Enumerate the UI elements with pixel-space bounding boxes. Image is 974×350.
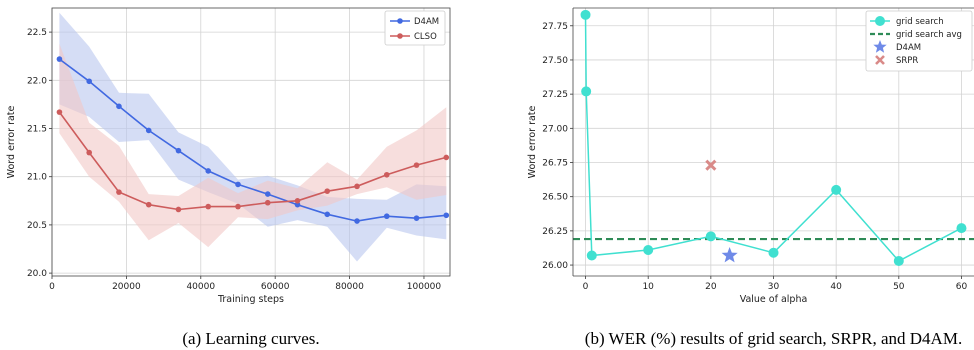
grid-search-point [893,255,904,266]
data-point-clso [383,171,390,178]
y-axis-label: Word error rate [6,105,17,178]
legend-label: CLSO [414,32,437,42]
x-tick-label: 60 [956,282,968,292]
x-tick-label: 100000 [407,282,442,292]
data-point-d4am [56,56,63,62]
data-point-d4am [205,168,212,174]
x-tick-label: 80000 [335,282,364,292]
legend-marker-grid-search [875,16,885,26]
y-tick-label: 26.75 [542,159,568,169]
grid-search-point [580,9,591,20]
x-axis-label: Value of alpha [740,294,808,305]
plot-frame [51,7,451,277]
grid-search-point [586,250,597,261]
data-point-clso [86,149,92,156]
y-tick-label: 20.5 [27,221,47,231]
d4am-star-marker [721,247,738,263]
legend-marker-d4am [873,40,887,53]
data-point-clso [175,206,182,213]
data-point-d4am [116,103,122,110]
data-point-d4am [264,191,271,197]
series-line-d4am [58,58,447,222]
x-tick-label: 0 [49,282,55,292]
data-point-clso [116,189,122,195]
data-point-clso [443,154,450,161]
x-tick-label: 40 [830,282,842,292]
legend-label: D4AM [414,17,439,27]
y-tick-label: 20.0 [27,269,47,279]
series-line-clso [58,111,447,211]
x-tick-label: 50 [893,282,905,292]
data-point-d4am [294,201,301,208]
y-tick-label: 21.0 [27,173,47,183]
y-tick-label: 26.00 [542,261,568,271]
y-tick-label: 26.25 [542,227,568,237]
data-point-d4am [145,127,152,134]
legend-label: SRPR [896,56,918,66]
data-point-d4am [235,181,241,188]
y-tick-label: 27.75 [542,22,568,32]
figure-caption: (b) WER (%) results of grid search, SRPR… [585,329,962,348]
chart-learning-curves: 0 20000 40000 60000 80000 100000 20.0 20.5 21.0 2… [6,7,451,348]
data-point-d4am [175,147,182,154]
grid-search-point [581,86,592,97]
grid-search-point [768,247,779,258]
x-tick-label: 0 [583,282,589,292]
legend-marker-d4am [397,18,403,24]
y-tick-label: 21.5 [27,125,47,135]
data-point-clso [235,203,241,210]
srpr-x-marker [705,159,717,171]
figure-caption: (a) Learning curves. [182,329,319,348]
grid-search-point [705,231,716,242]
legend: grid search grid search avg D4AM SRPR [865,10,973,72]
data-point-clso [145,201,152,208]
data-point-d4am [86,78,92,85]
data-point-d4am [354,218,360,224]
legend-marker-clso [397,33,403,39]
x-tick-label: 60000 [261,282,290,292]
data-point-d4am [324,211,331,218]
y-tick-label: 27.50 [542,56,568,66]
grid-search-point [643,245,654,256]
x-tick-label: 40000 [186,282,215,292]
data-point-clso [264,199,271,206]
x-tick-label: 20000 [112,282,141,292]
x-tick-label: 10 [642,282,654,292]
legend-label: D4AM [896,43,921,53]
data-point-clso [205,203,212,210]
x-tick-label: 30 [768,282,780,292]
confidence-band-clso [59,43,447,248]
grid-search-point [956,223,967,234]
x-axis-label: Training steps [217,294,284,305]
y-tick-label: 27.00 [542,124,568,134]
data-point-d4am [413,215,420,221]
data-point-d4am [443,212,450,219]
y-tick-label: 26.50 [542,193,568,203]
y-axis-label: Word error rate [527,105,538,178]
legend-label: grid search avg [896,30,962,40]
legend-box [865,10,973,72]
data-point-d4am [383,213,390,220]
grid-search-point [831,184,842,195]
legend: D4AM CLSO [384,10,446,46]
confidence-band-d4am [59,12,447,262]
data-point-clso [354,183,360,190]
data-point-clso [294,198,301,204]
y-tick-label: 27.25 [542,90,568,100]
legend-label: grid search [896,17,944,27]
legend-marker-srpr [875,55,885,65]
chart-grid-search: 0 10 20 30 40 50 60 26.00 26.25 26.50 26.75 27.00 27… [527,7,974,348]
data-point-clso [413,162,420,168]
x-tick-label: 20 [705,282,717,292]
data-point-clso [56,109,63,115]
y-tick-label: 22.5 [27,28,47,38]
data-point-clso [324,188,331,194]
y-tick-label: 22.0 [27,76,47,86]
